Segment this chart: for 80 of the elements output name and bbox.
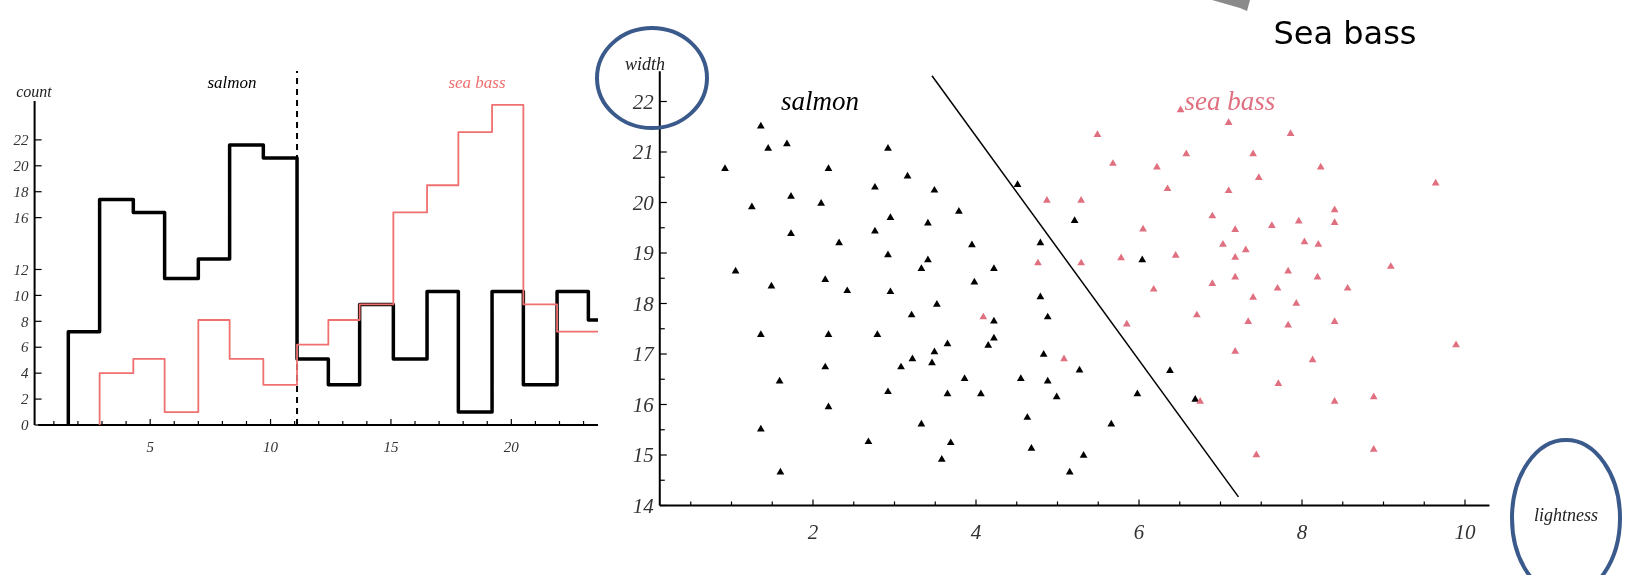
point <box>1252 450 1261 458</box>
point <box>1149 284 1158 292</box>
point <box>1273 283 1282 291</box>
y-tick-label: 14 <box>632 493 655 518</box>
text: Sea bass <box>1273 14 1417 52</box>
y-tick-label: 2 <box>21 391 30 408</box>
point <box>1249 149 1257 157</box>
point <box>1139 224 1147 232</box>
y-tick-label: 16 <box>13 209 30 226</box>
x-tick-label: 4 <box>970 519 982 544</box>
point <box>1224 186 1233 194</box>
point <box>1043 196 1051 203</box>
point <box>1431 178 1440 186</box>
point <box>1369 392 1378 400</box>
y-tick-label: 20 <box>632 190 655 215</box>
point <box>1219 239 1227 247</box>
series-label: sea bass <box>448 73 506 92</box>
y-tick-label: 20 <box>13 158 30 175</box>
point <box>1300 237 1309 245</box>
y-tick-label: 6 <box>21 339 30 356</box>
point <box>1060 354 1068 362</box>
point <box>1176 105 1185 113</box>
y-tick-label: 22 <box>13 132 30 149</box>
point <box>1249 292 1257 300</box>
point <box>1109 159 1117 166</box>
point <box>1452 340 1460 348</box>
series-label: sea bass <box>1184 86 1276 116</box>
x-tick-label: 2 <box>807 519 819 544</box>
y-axis-title: width <box>624 54 666 74</box>
point <box>1314 239 1323 247</box>
point <box>1231 253 1240 260</box>
x-tick-label: 6 <box>1133 519 1145 544</box>
point <box>1196 397 1204 404</box>
point <box>1274 379 1283 387</box>
y-tick-label: 19 <box>632 241 655 266</box>
y-tick-label: 22 <box>632 89 655 114</box>
point <box>1208 279 1217 287</box>
point <box>1254 173 1263 180</box>
x-tick-label: 20 <box>503 439 520 455</box>
y-tick-label: 12 <box>13 261 30 278</box>
point <box>1077 258 1086 266</box>
point <box>1308 355 1317 363</box>
point <box>1241 245 1250 253</box>
y-tick-label: 21 <box>632 140 654 165</box>
y-tick-label: 18 <box>632 291 655 316</box>
point <box>1386 262 1395 269</box>
point <box>1330 205 1339 213</box>
point <box>1171 251 1180 258</box>
y-tick-label: 4 <box>21 365 30 382</box>
point <box>1163 184 1172 192</box>
point <box>1330 317 1339 324</box>
text: salmon <box>207 73 257 92</box>
x-tick-label: 5 <box>146 439 155 455</box>
y-tick-label: 16 <box>632 392 655 417</box>
point <box>1244 317 1253 324</box>
point <box>1330 218 1339 225</box>
point <box>1343 283 1352 291</box>
y-tick-label: 0 <box>21 417 30 434</box>
point <box>1292 299 1301 306</box>
point <box>1231 347 1240 354</box>
point <box>1330 397 1339 404</box>
x-tick-label: 8 <box>1296 519 1308 544</box>
y-tick-label: 17 <box>632 342 656 367</box>
point <box>1182 149 1191 157</box>
x-tick-label: 15 <box>383 439 399 455</box>
point <box>1231 225 1240 233</box>
series-label: salmon <box>780 86 860 116</box>
y-tick-label: 8 <box>21 313 30 330</box>
point <box>1286 129 1295 137</box>
x-axis-title: lightness <box>1533 505 1599 525</box>
y-axis-title: count <box>16 83 53 100</box>
point <box>1224 118 1233 125</box>
point <box>1077 196 1086 203</box>
x-tick-label: 10 <box>263 439 279 455</box>
y-tick-label: 18 <box>13 183 30 200</box>
point <box>1369 444 1378 452</box>
x-tick-label: 10 <box>1454 519 1476 544</box>
y-tick-label: 10 <box>13 287 30 304</box>
point <box>1093 130 1102 138</box>
point <box>1267 221 1276 228</box>
